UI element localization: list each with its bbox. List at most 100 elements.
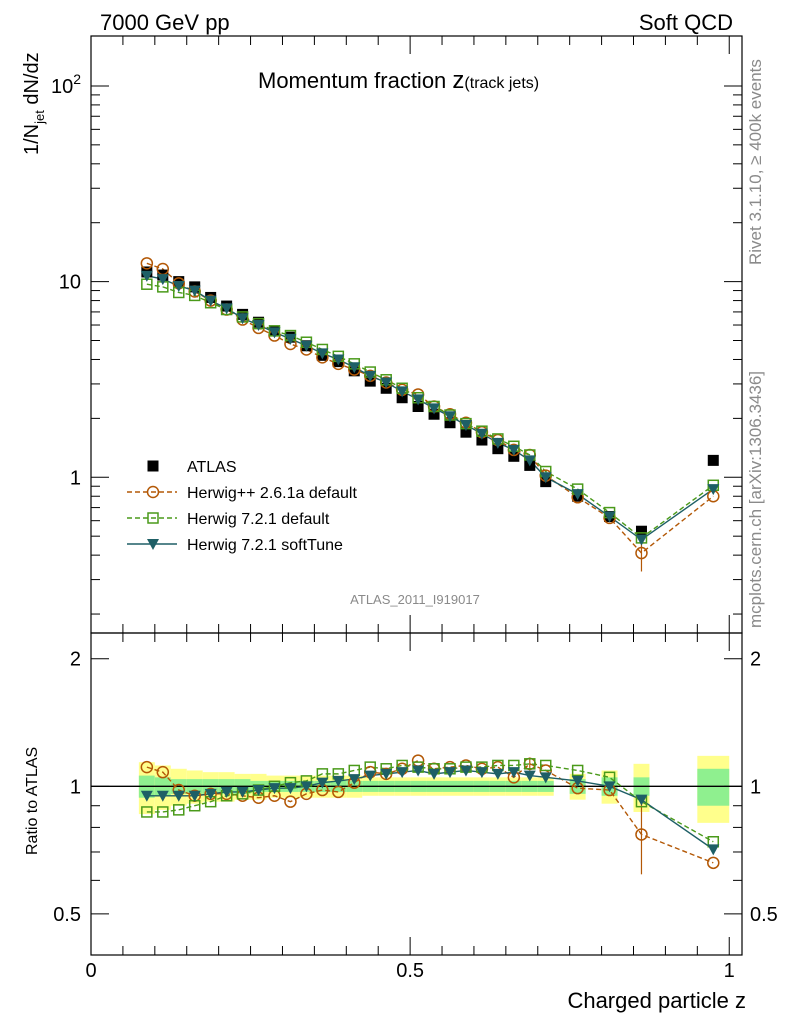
softtune-point [316, 348, 329, 360]
softtune-point [348, 362, 361, 374]
softtune-point [188, 285, 201, 297]
ratio-softtune-point [284, 783, 297, 795]
softtune-point [412, 394, 425, 406]
x-tick-labels: 0 0.5 1 [85, 960, 734, 982]
softtune-point [332, 354, 345, 366]
atlas-point [476, 434, 488, 446]
x-tick-label: 1 [724, 960, 735, 982]
ratio-herwig721-point [524, 758, 536, 770]
herwigpp-point [140, 257, 154, 270]
ratio-softtune-point [459, 765, 472, 777]
ratio-herwigpp-point [156, 765, 170, 779]
ratio-herwigpp-point [411, 754, 425, 767]
ratio-softtune-point [204, 788, 217, 800]
softtune-point [507, 444, 520, 456]
softtune-point [140, 270, 153, 282]
ratio-softtune-point [380, 768, 393, 780]
ratio-band-inner [697, 768, 730, 806]
legend-label: ATLAS [187, 459, 237, 476]
ratio-softtune-point [635, 794, 648, 806]
ratio-herwigpp-point [707, 856, 720, 870]
softtune-point [444, 411, 457, 423]
ratio-plot-frame [90, 632, 743, 956]
legend-entry: Herwig 7.2.1 default [127, 511, 330, 528]
chart-title: Momentum fraction z(track jets) [258, 67, 539, 94]
ratio-series-line [146, 759, 714, 864]
y-tick-label: 102 [51, 71, 81, 98]
ratio-y-tick-label: 2 [70, 649, 81, 671]
herwigpp-point [635, 546, 648, 560]
ratio-softtune-point [491, 768, 504, 780]
softtune-point [252, 320, 265, 332]
x-tick-label: 0 [85, 960, 96, 982]
main-axis-ticks: 1 10 102 [51, 36, 742, 955]
x-tick-label: 0.5 [396, 960, 424, 982]
header-left-label: 7000 GeV pp [100, 10, 230, 35]
softtune-point [220, 303, 233, 315]
atlas-point [460, 426, 472, 438]
ratio-axis-ticks: 0.5 0.5 1 1 2 2 [53, 649, 778, 956]
softtune-point [380, 377, 393, 389]
softtune-point [523, 455, 536, 467]
legend-marker [147, 460, 159, 472]
ratio-herwig721-point [571, 764, 584, 777]
legend: ATLAS Herwig++ 2.6.1a default Herwig 7.2.1… [127, 459, 357, 554]
ratio-softtune-point [444, 767, 457, 779]
ratio-softtune-point [140, 790, 153, 802]
ratio-softtune-point [156, 790, 169, 802]
softtune-point [539, 472, 552, 484]
legend-marker [147, 512, 159, 524]
ratio-softtune-point [475, 767, 488, 779]
softtune-point [268, 327, 281, 339]
ratio-softtune-point [428, 768, 441, 780]
legend-label: Herwig 7.2.1 softTune [187, 537, 343, 554]
legend-entry: ATLAS [147, 459, 237, 476]
ratio-y-axis-label: Ratio to ATLAS [24, 747, 41, 855]
softtune-point [491, 437, 504, 449]
legend-label: Herwig++ 2.6.1a default [187, 485, 357, 502]
ratio-herwig721-point [539, 759, 552, 772]
ratio-y-tick-label-right: 0.5 [750, 904, 778, 926]
ratio-softtune-point [172, 790, 185, 802]
softtune-point [459, 419, 472, 431]
ratio-softtune-point [571, 775, 584, 787]
softtune-point [156, 274, 169, 286]
softtune-point [571, 489, 584, 501]
legend-entry: Herwig 7.2.1 softTune [127, 537, 343, 554]
ratio-herwig721-point [173, 804, 185, 816]
softtune-point [603, 511, 616, 523]
ratio-softtune-point [316, 777, 329, 789]
ratio-y-tick-label: 0.5 [53, 904, 81, 926]
softtune-point [236, 313, 249, 325]
ratio-softtune-point [507, 767, 520, 779]
ratio-softtune-point [412, 765, 425, 777]
softtune-point [284, 333, 297, 345]
ratio-softtune-point [348, 774, 361, 786]
mcplots-label: mcplots.cern.ch [arXiv:1306.3436] [746, 371, 765, 628]
reference-label: ATLAS_2011_I919017 [350, 592, 480, 607]
legend-marker [147, 539, 159, 550]
y-tick-label: 1 [70, 467, 81, 489]
softtune-point [172, 280, 185, 292]
atlas-point [396, 392, 408, 404]
y-axis-label: 1/Njet dN/dz [21, 52, 47, 155]
atlas-point [412, 400, 424, 412]
main-data-marks [140, 257, 720, 572]
ratio-series-line [146, 763, 714, 843]
ratio-herwigpp-point [140, 760, 154, 774]
softtune-point [475, 428, 488, 440]
ratio-softtune-point [539, 772, 552, 784]
ratio-herwigpp-point [635, 828, 648, 841]
ratio-softtune-point [236, 786, 249, 798]
ratio-softtune-point [396, 767, 409, 779]
legend-marker [146, 485, 160, 499]
ratio-softtune-point [332, 775, 345, 787]
rivet-label: Rivet 3.1.10, ≥ 400k events [746, 59, 765, 265]
softtune-point [428, 403, 441, 415]
ratio-softtune-point [364, 770, 377, 782]
softtune-point [635, 534, 648, 546]
ratio-softtune-point [268, 783, 281, 795]
ratio-softtune-point [603, 781, 616, 793]
softtune-point [707, 484, 720, 496]
